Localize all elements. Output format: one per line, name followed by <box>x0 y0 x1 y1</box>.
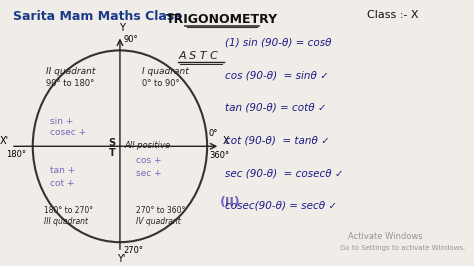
Text: 90° to 180°: 90° to 180° <box>46 79 94 88</box>
Text: (II): (II) <box>220 196 241 209</box>
Text: Y: Y <box>119 23 125 33</box>
Text: sin +: sin + <box>50 117 73 126</box>
Text: I quadrant: I quadrant <box>142 67 189 76</box>
Text: tan (90-θ) = cotθ ✓: tan (90-θ) = cotθ ✓ <box>225 103 326 113</box>
Text: cosec +: cosec + <box>50 128 86 138</box>
Text: 270° to 360°: 270° to 360° <box>136 206 185 215</box>
Text: cos (90-θ)  = sinθ ✓: cos (90-θ) = sinθ ✓ <box>225 70 328 80</box>
Text: Go to Settings to activate Windows.: Go to Settings to activate Windows. <box>340 245 465 251</box>
Text: III quadrant: III quadrant <box>44 218 88 226</box>
Text: II quadrant: II quadrant <box>46 67 95 76</box>
Text: tan +: tan + <box>50 166 75 175</box>
Text: Activate Windows: Activate Windows <box>348 232 423 241</box>
Text: T: T <box>109 148 116 158</box>
Text: X': X' <box>0 136 9 146</box>
Text: cos +: cos + <box>136 156 161 165</box>
Text: Class :- X: Class :- X <box>366 10 418 20</box>
Text: 90°: 90° <box>123 35 138 44</box>
Text: Sarita Mam Maths Class: Sarita Mam Maths Class <box>13 10 182 23</box>
Text: 180°: 180° <box>6 150 26 159</box>
Text: All positive: All positive <box>124 141 171 150</box>
Text: 0°: 0° <box>209 129 218 138</box>
Text: S: S <box>109 138 116 148</box>
Text: TRIGONOMETRY: TRIGONOMETRY <box>166 13 278 26</box>
Text: sec (90-θ)  = cosecθ ✓: sec (90-θ) = cosecθ ✓ <box>225 168 343 178</box>
Text: cot +: cot + <box>50 179 75 188</box>
Text: cot (90-θ)  = tanθ ✓: cot (90-θ) = tanθ ✓ <box>225 135 329 146</box>
Text: 360°: 360° <box>209 151 229 160</box>
Text: X: X <box>223 136 229 146</box>
Text: (1) sin (90-θ) = cosθ: (1) sin (90-θ) = cosθ <box>225 38 331 48</box>
Text: 270°: 270° <box>123 246 144 255</box>
Text: IV quadrant: IV quadrant <box>136 218 181 226</box>
Text: 180° to 270°: 180° to 270° <box>44 206 93 215</box>
Text: cosec(90-θ) = secθ ✓: cosec(90-θ) = secθ ✓ <box>225 201 337 211</box>
Text: Y': Y' <box>118 254 126 264</box>
Text: A S T C: A S T C <box>178 51 218 61</box>
Text: sec +: sec + <box>136 169 161 178</box>
Text: 0° to 90°: 0° to 90° <box>142 79 179 88</box>
